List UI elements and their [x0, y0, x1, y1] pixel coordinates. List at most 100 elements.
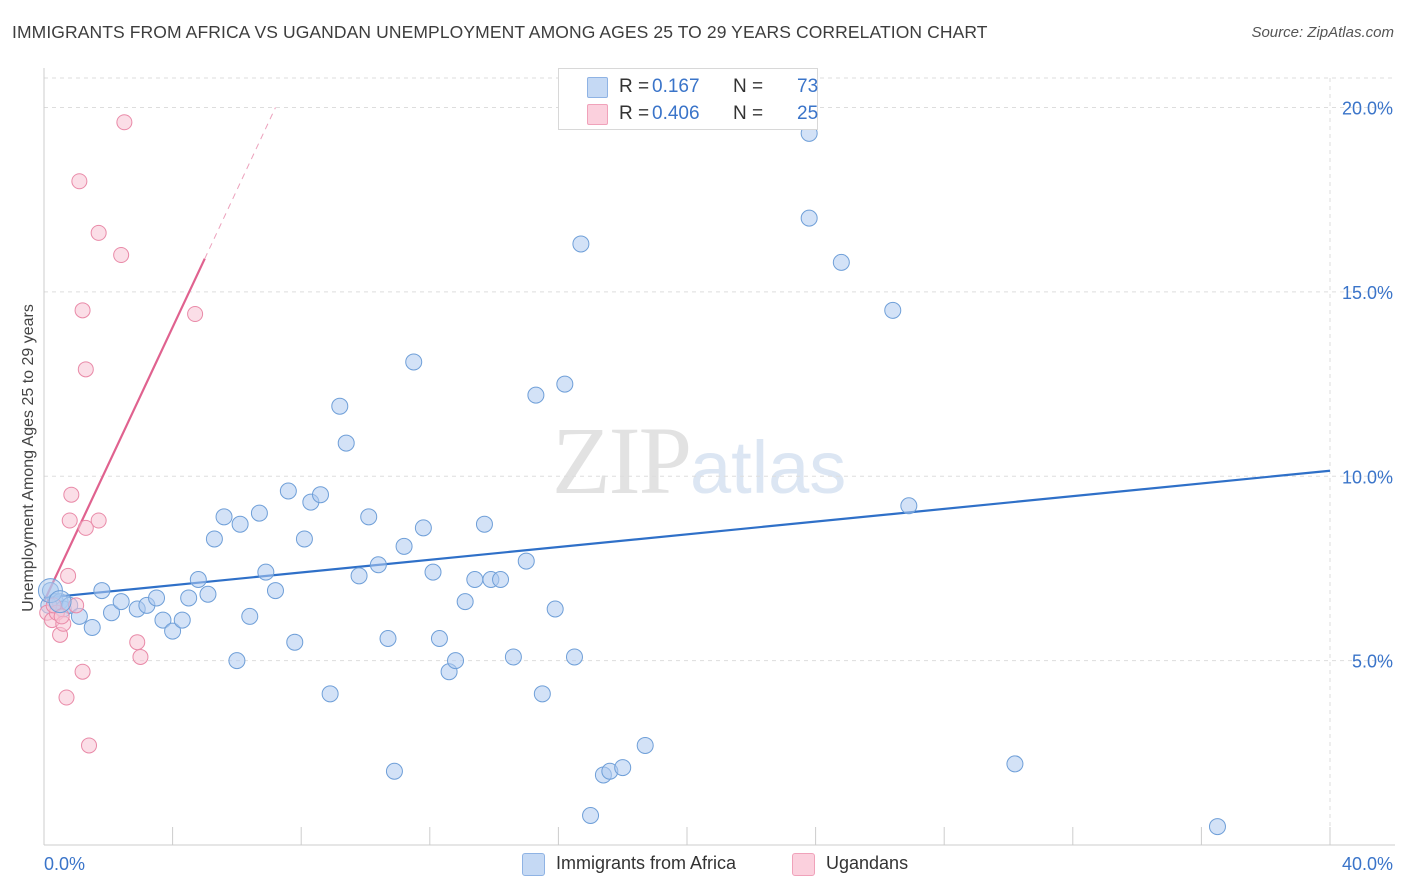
point-africa: [279, 482, 297, 500]
point-africa: [360, 508, 378, 526]
x-tick-label-min: 0.0%: [44, 854, 85, 874]
source-label: Source: ZipAtlas.com: [1251, 24, 1394, 41]
trend-extension-ugandans: [204, 107, 276, 259]
point-africa: [154, 611, 172, 629]
point-africa: [164, 622, 182, 640]
point-ugandans: [77, 519, 94, 536]
point-africa: [257, 563, 275, 581]
point-africa: [199, 585, 217, 603]
point-africa: [385, 762, 403, 780]
point-africa: [112, 593, 130, 611]
legend-swatch-ugandans: [792, 853, 815, 876]
point-africa: [331, 397, 349, 415]
point-africa: [456, 593, 474, 611]
legend-swatch-africa: [587, 77, 608, 98]
point-ugandans: [58, 689, 75, 706]
point-africa: [295, 530, 313, 548]
trend-line-africa: [43, 469, 1331, 600]
y-tick-label: 5.0%: [1352, 652, 1393, 672]
point-ugandans: [60, 567, 77, 584]
point-africa: [546, 600, 564, 618]
point-ugandans: [113, 247, 130, 263]
legend-n-value: 25: [797, 103, 819, 124]
legend-n-label: N =: [733, 103, 764, 124]
point-africa: [572, 235, 590, 253]
point-ugandans: [77, 361, 94, 378]
point-africa: [321, 685, 339, 703]
watermark-zip: ZIP: [552, 407, 692, 514]
point-africa: [900, 497, 918, 515]
point-africa: [466, 571, 484, 588]
point-africa: [1006, 755, 1024, 773]
tick-labels: 5.0% 10.0% 15.0% 20.0% 0.0% 40.0%: [44, 99, 1393, 875]
legend-swatch-ugandans: [587, 104, 608, 125]
point-africa: [379, 630, 397, 647]
legend-swatch-africa: [522, 853, 545, 876]
point-africa: [93, 582, 111, 600]
point-africa: [424, 563, 442, 581]
point-africa: [414, 519, 432, 537]
point-ugandans: [132, 648, 149, 665]
point-africa: [517, 552, 535, 570]
legend-r-value: 0.406: [652, 103, 700, 124]
point-africa: [205, 530, 223, 548]
point-africa: [180, 589, 198, 607]
point-africa: [395, 537, 413, 555]
point-africa: [215, 508, 233, 526]
legend-n-value: 73: [797, 76, 819, 97]
point-africa: [173, 611, 191, 629]
point-ugandans: [187, 306, 204, 322]
point-africa: [405, 353, 423, 371]
point-africa: [266, 582, 284, 600]
point-africa: [189, 571, 207, 588]
point-ugandans: [81, 737, 98, 754]
point-africa: [475, 515, 493, 533]
point-africa: [800, 209, 818, 227]
trend-lines: [43, 107, 1331, 603]
point-africa: [430, 630, 448, 647]
axes: [43, 68, 1395, 846]
legend-label-africa: Immigrants from Africa: [556, 853, 737, 873]
point-africa: [614, 759, 632, 777]
legend-r-value: 0.167: [652, 76, 700, 97]
point-ugandans: [74, 302, 91, 319]
point-africa: [504, 648, 522, 666]
y-tick-label: 20.0%: [1342, 99, 1393, 119]
point-africa: [527, 386, 545, 404]
trend-line-ugandans: [43, 258, 206, 603]
grid-lines: [44, 77, 1395, 845]
point-ugandans: [61, 512, 78, 529]
point-africa: [228, 652, 246, 670]
point-africa: [231, 515, 249, 533]
legend-r-label: R =: [619, 76, 650, 97]
point-africa: [884, 301, 902, 319]
point-africa: [311, 486, 329, 504]
point-africa: [1208, 818, 1226, 836]
watermark: ZIPatlas: [552, 405, 846, 516]
point-africa: [241, 607, 259, 625]
point-africa: [369, 556, 387, 574]
point-africa: [103, 604, 121, 622]
point-africa: [148, 589, 166, 607]
data-points: [37, 114, 1226, 836]
legend-r-label: R =: [619, 103, 650, 124]
legend-n-label: N =: [733, 76, 764, 97]
point-africa: [337, 434, 355, 452]
point-ugandans: [116, 114, 133, 131]
y-axis-label: Unemployment Among Ages 25 to 29 years: [20, 304, 37, 612]
point-africa: [556, 375, 574, 393]
point-africa: [492, 571, 510, 588]
point-ugandans: [90, 512, 107, 529]
x-tick-label-max: 40.0%: [1342, 854, 1393, 874]
point-africa: [533, 685, 551, 703]
point-africa: [83, 618, 101, 636]
point-africa: [250, 504, 268, 522]
y-tick-label: 15.0%: [1342, 283, 1393, 303]
legend-label-ugandans: Ugandans: [826, 853, 909, 873]
point-africa: [832, 253, 850, 271]
point-africa: [447, 652, 465, 670]
point-africa: [286, 633, 304, 651]
point-ugandans: [90, 224, 107, 241]
point-africa: [565, 648, 583, 666]
